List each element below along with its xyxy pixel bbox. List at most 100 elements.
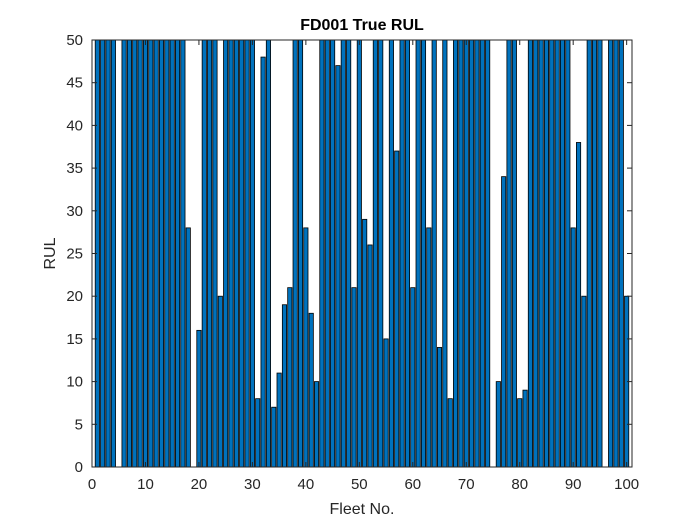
bar-93 (586, 39, 592, 468)
bar-91 (576, 142, 582, 468)
x-tick-label: 0 (88, 476, 96, 493)
bar-78 (506, 39, 512, 468)
bar-84 (538, 39, 544, 468)
bar-35 (276, 372, 282, 468)
bar-72 (474, 39, 480, 468)
x-tick-label: 60 (404, 476, 421, 493)
bar-20 (196, 329, 202, 468)
bar-47 (340, 39, 346, 468)
y-tick-label: 35 (66, 160, 83, 177)
bar-37 (287, 287, 293, 468)
bar-26 (228, 39, 234, 468)
bar-2 (100, 39, 106, 468)
bar-42 (314, 381, 320, 468)
bar-8 (132, 39, 138, 468)
bar-69 (458, 39, 464, 468)
y-tick-label: 45 (66, 75, 83, 92)
bar-88 (559, 39, 566, 468)
bar-49 (351, 287, 357, 468)
chart-title: FD001 True RUL (300, 17, 424, 34)
bar-86 (549, 39, 555, 468)
bar-80 (517, 398, 523, 468)
bar-64 (431, 39, 437, 468)
bar-23 (212, 39, 218, 468)
bar-24 (217, 295, 223, 468)
bar-62 (420, 39, 427, 468)
bar-57 (394, 150, 400, 468)
bar-48 (346, 39, 352, 468)
y-tick-label: 25 (66, 246, 83, 263)
bar-76 (495, 381, 501, 468)
x-tick-label: 10 (137, 476, 154, 493)
y-tick-label: 0 (75, 459, 83, 476)
bar-6 (121, 39, 127, 468)
bar-34 (271, 406, 277, 468)
bar-71 (469, 39, 475, 468)
bar-82 (527, 39, 533, 468)
bar-85 (543, 39, 550, 468)
bar-70 (463, 39, 469, 468)
bar-52 (367, 244, 373, 468)
y-tick-label: 10 (66, 374, 83, 391)
bar-60 (410, 287, 416, 468)
bar-67 (447, 398, 453, 468)
bar-95 (597, 39, 603, 468)
y-tick-label: 40 (66, 117, 83, 134)
bar-66 (442, 39, 448, 468)
bar-10 (142, 39, 149, 468)
bar-59 (404, 39, 410, 468)
bar-30 (249, 39, 255, 468)
bar-12 (153, 39, 159, 468)
bar-79 (511, 39, 517, 468)
y-tick-label: 20 (66, 288, 83, 305)
x-tick-label: 80 (511, 476, 528, 493)
bar-33 (265, 39, 271, 468)
bar-40 (303, 227, 309, 468)
bar-43 (319, 39, 325, 468)
bar-90 (570, 227, 576, 468)
bar-54 (378, 39, 384, 468)
bar-51 (362, 218, 368, 468)
bar-41 (308, 312, 314, 468)
bar-73 (479, 39, 485, 468)
bar-27 (233, 39, 239, 468)
bar-13 (158, 39, 165, 468)
bar-45 (330, 39, 336, 468)
x-tick-label: 50 (351, 476, 368, 493)
bar-61 (415, 39, 421, 468)
bar-22 (207, 39, 213, 468)
bar-39 (297, 39, 304, 468)
bar-16 (175, 39, 181, 468)
bar-9 (137, 39, 143, 468)
bar-31 (255, 398, 261, 468)
bar-32 (260, 56, 266, 468)
bar-44 (324, 39, 330, 468)
x-tick-label: 30 (244, 476, 261, 493)
bar-18 (185, 227, 191, 468)
bar-15 (169, 39, 175, 468)
bar-56 (388, 39, 394, 468)
bar-63 (426, 227, 432, 468)
y-tick-label: 30 (66, 203, 83, 220)
x-tick-label: 90 (565, 476, 582, 493)
y-tick-label: 50 (66, 32, 83, 49)
bar-36 (281, 304, 288, 468)
bar-38 (292, 39, 298, 468)
bar-97 (608, 39, 614, 468)
bar-50 (356, 39, 362, 468)
y-tick-label: 15 (66, 331, 83, 348)
bar-29 (244, 39, 250, 468)
x-tick-label: 70 (458, 476, 475, 493)
bar-7 (126, 39, 132, 468)
bar-28 (239, 39, 245, 468)
bar-4 (110, 39, 116, 468)
bar-83 (533, 39, 539, 468)
bar-92 (581, 295, 587, 468)
bar-53 (372, 39, 378, 468)
x-tick-label: 40 (298, 476, 315, 493)
bar-81 (522, 389, 528, 468)
bar-89 (565, 39, 571, 468)
bar-87 (554, 39, 560, 468)
